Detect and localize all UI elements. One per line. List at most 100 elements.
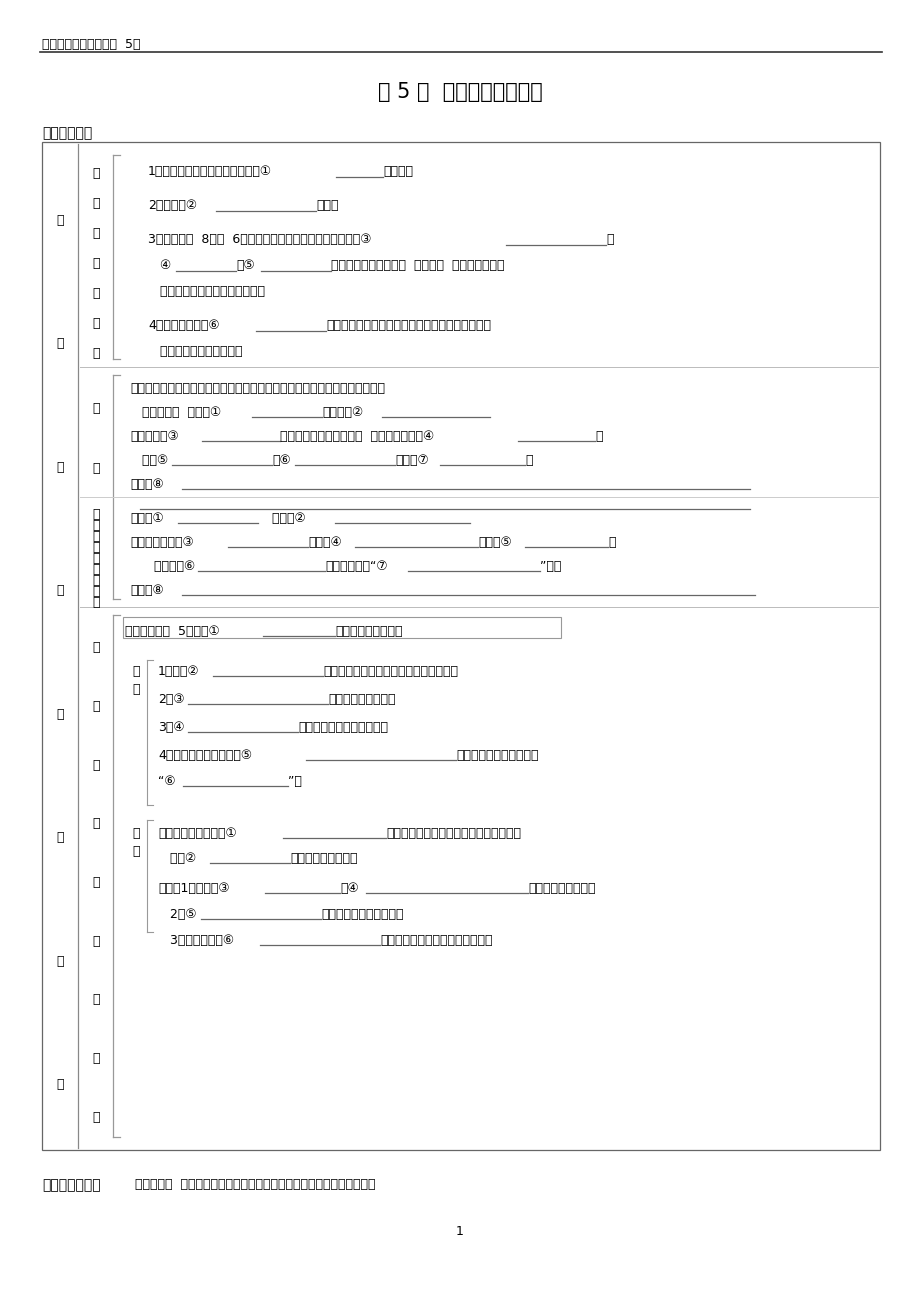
Text: 时间：公元前  5世纪，①: 时间：公元前 5世纪，① bbox=[125, 626, 220, 639]
Text: 参与城邦政治、追求民主权利。: 参与城邦政治、追求民主权利。 bbox=[148, 286, 265, 299]
Text: 的: 的 bbox=[92, 876, 99, 889]
Text: 继续扩大⑥: 继续扩大⑥ bbox=[142, 559, 195, 572]
Text: 4）阶级：新兴的⑥: 4）阶级：新兴的⑥ bbox=[148, 319, 220, 332]
Text: 奕: 奕 bbox=[92, 402, 99, 415]
Text: 明: 明 bbox=[92, 257, 99, 270]
Text: 表: 表 bbox=[132, 665, 140, 678]
Text: 2）③: 2）③ bbox=[158, 693, 185, 706]
Text: 的职能进一步扩大；: 的职能进一步扩大； bbox=[328, 693, 395, 706]
Text: 成为最高司法与监察机关；: 成为最高司法与监察机关； bbox=[298, 720, 388, 733]
Text: 4）为鼓励公民参政，向⑤: 4）为鼓励公民参政，向⑤ bbox=[158, 749, 252, 762]
Text: 代: 代 bbox=[56, 337, 63, 350]
Text: 课标要求：  了解希腊自然地理环境和希腊城邦制度对希腊文明的影响。: 课标要求： 了解希腊自然地理环境和希腊城邦制度对希腊文明的影响。 bbox=[135, 1179, 375, 1192]
Text: 阶层经济实力雄厚，但政治地位低下，他们追求民: 阶层经济实力雄厚，但政治地位低下，他们追求民 bbox=[325, 319, 491, 332]
Text: ；组成⑤: ；组成⑤ bbox=[478, 536, 511, 549]
Text: 为依托。: 为依托。 bbox=[382, 165, 413, 178]
Text: 金: 金 bbox=[92, 993, 99, 1006]
Text: 民: 民 bbox=[92, 530, 99, 543]
Text: 3）政治：前  8－前  6世纪，希腊出现了两百个小国，史称③: 3）政治：前 8－前 6世纪，希腊出现了两百个小国，史称③ bbox=[148, 234, 371, 247]
Text: 影响：⑧: 影响：⑧ bbox=[130, 584, 164, 597]
Text: 的公民发放工资，还发放: 的公民发放工资，还发放 bbox=[456, 749, 538, 762]
Text: 价: 价 bbox=[132, 845, 140, 858]
Text: 政: 政 bbox=[92, 552, 99, 565]
Text: 主: 主 bbox=[56, 831, 63, 844]
Text: 可以担任几乎一切官职、参加公民大会；: 可以担任几乎一切官职、参加公民大会； bbox=[323, 665, 458, 678]
Text: 雅: 雅 bbox=[92, 641, 99, 654]
Text: 评: 评 bbox=[132, 827, 140, 840]
Text: 3）④: 3）④ bbox=[158, 720, 185, 733]
Text: ；废除⑦: ；废除⑦ bbox=[394, 454, 428, 467]
Text: ；: ； bbox=[595, 430, 602, 443]
Text: 一、预习自学: 一、预习自学 bbox=[42, 126, 92, 140]
Text: 。: 。 bbox=[606, 234, 613, 247]
Text: 典在②: 典在② bbox=[158, 851, 196, 864]
Text: 的权力；实行“⑦: 的权力；实行“⑦ bbox=[324, 559, 387, 572]
Text: 作用：为近现代西方①: 作用：为近现代西方① bbox=[158, 827, 236, 840]
Text: ”。: ”。 bbox=[288, 775, 301, 788]
Text: 黄: 黄 bbox=[92, 935, 99, 948]
Text: 璓: 璓 bbox=[92, 347, 99, 360]
Text: 希: 希 bbox=[92, 167, 99, 180]
Text: ，把公民分为四个等级；  最高权利机构是④: ，把公民分为四个等级； 最高权利机构是④ bbox=[279, 430, 434, 443]
Text: 治: 治 bbox=[56, 1079, 63, 1092]
Text: 现: 现 bbox=[132, 683, 140, 696]
Text: 典: 典 bbox=[92, 519, 99, 532]
Text: 第 5 课  古代希腊民主政治: 第 5 课 古代希腊民主政治 bbox=[377, 82, 542, 103]
Text: 主: 主 bbox=[92, 818, 99, 831]
Text: 内容：根据③: 内容：根据③ bbox=[130, 430, 178, 443]
Text: 矛盾尖锐。  时间：①: 矛盾尖锐。 时间：① bbox=[130, 406, 221, 419]
Text: 影响：⑧: 影响：⑧ bbox=[130, 478, 164, 491]
Text: ”等。: ”等。 bbox=[539, 559, 561, 572]
Text: 时: 时 bbox=[92, 1051, 99, 1064]
Text: 建立⑤: 建立⑤ bbox=[130, 454, 168, 467]
Text: “⑥: “⑥ bbox=[158, 775, 176, 788]
Bar bbox=[123, 617, 561, 639]
Text: ；: ； bbox=[607, 536, 615, 549]
Text: 治: 治 bbox=[92, 563, 99, 576]
Bar bbox=[42, 141, 879, 1150]
Text: 和⑤: 和⑤ bbox=[236, 260, 255, 273]
Text: 2）经济：②: 2）经济：② bbox=[148, 199, 197, 212]
Text: 发达。: 发达。 bbox=[315, 199, 338, 212]
Text: 1）独特的地理环境：古代希腊以①: 1）独特的地理环境：古代希腊以① bbox=[148, 165, 272, 178]
Text: 雅: 雅 bbox=[92, 508, 99, 520]
Text: 典: 典 bbox=[92, 700, 99, 713]
Text: 民: 民 bbox=[92, 758, 99, 772]
Text: 主: 主 bbox=[92, 541, 99, 554]
Text: ；设立④: ；设立④ bbox=[308, 536, 341, 549]
Text: 二、本课目标：: 二、本课目标： bbox=[42, 1179, 100, 1192]
Text: 腊: 腊 bbox=[92, 197, 99, 210]
Text: 时间：①: 时间：① bbox=[130, 511, 164, 524]
Text: 确: 确 bbox=[92, 585, 99, 598]
Text: ；人物：②: ；人物：② bbox=[322, 406, 363, 419]
Text: 成为政治腐败，社会动乱的隐患。: 成为政治腐败，社会动乱的隐患。 bbox=[380, 935, 492, 948]
Text: 民: 民 bbox=[56, 707, 63, 720]
Text: 文: 文 bbox=[92, 227, 99, 240]
Text: 和⑥: 和⑥ bbox=[272, 454, 290, 467]
Text: 局限：1）仅限于③: 局限：1）仅限于③ bbox=[158, 883, 230, 896]
Text: 2）⑤: 2）⑤ bbox=[158, 909, 197, 922]
Text: 背景：旧氏族贵族的专横统治；新兴工商业阶层不满；实行债务奴隶制，社会: 背景：旧氏族贵族的专横统治；新兴工商业阶层不满；实行债务奴隶制，社会 bbox=[130, 382, 384, 395]
Text: 人物：②: 人物：② bbox=[260, 511, 305, 524]
Text: 腊: 腊 bbox=[56, 584, 63, 597]
Text: 的: 的 bbox=[92, 287, 99, 300]
Text: 高一历史必修一学案（  5）: 高一历史必修一学案（ 5） bbox=[42, 38, 141, 51]
Text: 主权利的渴望更加强烈。: 主权利的渴望更加强烈。 bbox=[148, 345, 243, 358]
Text: 1）所有②: 1）所有② bbox=[158, 665, 199, 678]
Text: 领域取得辉煌成就。: 领域取得辉煌成就。 bbox=[289, 851, 357, 864]
Text: 代: 代 bbox=[92, 1111, 99, 1124]
Text: 构成城邦的基本特征。  城邦小，  使公民能更直接: 构成城邦的基本特征。 城邦小， 使公民能更直接 bbox=[331, 260, 504, 273]
Text: 立: 立 bbox=[92, 597, 99, 610]
Text: 。: 。 bbox=[525, 454, 532, 467]
Text: 政: 政 bbox=[56, 955, 63, 968]
Text: 3）过于泛滥的⑥: 3）过于泛滥的⑥ bbox=[158, 935, 233, 948]
Text: 被排斥在民主之外。: 被排斥在民主之外。 bbox=[528, 883, 595, 896]
Text: 古: 古 bbox=[56, 214, 63, 227]
Text: ，④: ，④ bbox=[340, 883, 358, 896]
Text: 的: 的 bbox=[92, 574, 99, 587]
Text: 担任首席将军期间。: 担任首席将军期间。 bbox=[335, 626, 403, 639]
Text: ④: ④ bbox=[148, 260, 171, 273]
Text: 基: 基 bbox=[92, 462, 99, 475]
Text: 摇: 摇 bbox=[92, 317, 99, 330]
Text: 1: 1 bbox=[456, 1225, 463, 1238]
